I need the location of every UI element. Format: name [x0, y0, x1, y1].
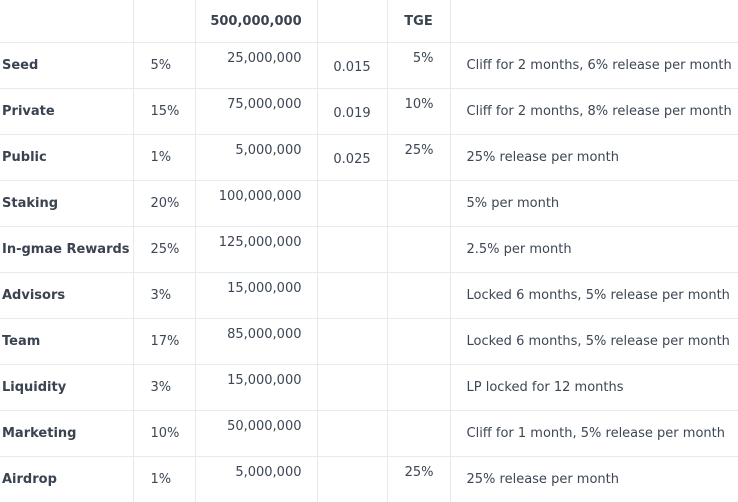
table-row: Staking 20% 100,000,000 5% per month: [0, 181, 738, 227]
table-row: Public 1% 5,000,000 0.025 25% 25% releas…: [0, 135, 738, 181]
allocation-name: Public: [0, 135, 133, 181]
token-price: 0.015: [317, 43, 387, 89]
table-row: Marketing 10% 50,000,000 Cliff for 1 mon…: [0, 411, 738, 457]
allocation-name: Liquidity: [0, 365, 133, 411]
tge-release: [387, 365, 450, 411]
header-vesting-cell: [450, 0, 738, 43]
tge-release: 5%: [387, 43, 450, 89]
token-price: 0.025: [317, 135, 387, 181]
vesting-schedule: Cliff for 1 month, 5% release per month: [450, 411, 738, 457]
vesting-schedule: 2.5% per month: [450, 227, 738, 273]
tge-release: 25%: [387, 135, 450, 181]
allocation-amount: 50,000,000: [195, 411, 317, 457]
token-price: [317, 319, 387, 365]
allocation-percent: 1%: [133, 135, 195, 181]
tge-release: 25%: [387, 457, 450, 502]
token-price: [317, 411, 387, 457]
token-price: [317, 181, 387, 227]
token-price: [317, 273, 387, 319]
table-row: Team 17% 85,000,000 Locked 6 months, 5% …: [0, 319, 738, 365]
vesting-schedule: LP locked for 12 months: [450, 365, 738, 411]
tge-release: [387, 411, 450, 457]
vesting-schedule: 25% release per month: [450, 135, 738, 181]
table-row: Private 15% 75,000,000 0.019 10% Cliff f…: [0, 89, 738, 135]
tge-release: [387, 227, 450, 273]
allocation-amount: 5,000,000: [195, 135, 317, 181]
table-row: Advisors 3% 15,000,000 Locked 6 months, …: [0, 273, 738, 319]
vesting-schedule: Locked 6 months, 5% release per month: [450, 319, 738, 365]
vesting-schedule: Locked 6 months, 5% release per month: [450, 273, 738, 319]
vesting-schedule: 25% release per month: [450, 457, 738, 502]
allocation-name: Team: [0, 319, 133, 365]
allocation-amount: 75,000,000: [195, 89, 317, 135]
tge-release: [387, 181, 450, 227]
allocation-amount: 5,000,000: [195, 457, 317, 502]
allocation-percent: 3%: [133, 273, 195, 319]
header-total-supply: 500,000,000: [195, 0, 317, 43]
header-name-cell: [0, 0, 133, 43]
allocation-percent: 25%: [133, 227, 195, 273]
table-row: Airdrop 1% 5,000,000 25% 25% release per…: [0, 457, 738, 502]
vesting-schedule: Cliff for 2 months, 6% release per month: [450, 43, 738, 89]
allocation-name: Airdrop: [0, 457, 133, 502]
allocation-name: Marketing: [0, 411, 133, 457]
tge-release: [387, 273, 450, 319]
tge-release: 10%: [387, 89, 450, 135]
allocation-percent: 17%: [133, 319, 195, 365]
table-row: Liquidity 3% 15,000,000 LP locked for 12…: [0, 365, 738, 411]
header-tge: TGE: [387, 0, 450, 43]
vesting-schedule: 5% per month: [450, 181, 738, 227]
token-price: [317, 227, 387, 273]
table-row: Seed 5% 25,000,000 0.015 5% Cliff for 2 …: [0, 43, 738, 89]
allocation-amount: 125,000,000: [195, 227, 317, 273]
table-header-row: 500,000,000 TGE: [0, 0, 738, 43]
allocation-amount: 15,000,000: [195, 365, 317, 411]
allocation-percent: 15%: [133, 89, 195, 135]
allocation-percent: 3%: [133, 365, 195, 411]
allocation-amount: 100,000,000: [195, 181, 317, 227]
table-row: In-gmae Rewards 25% 125,000,000 2.5% per…: [0, 227, 738, 273]
tge-release: [387, 319, 450, 365]
token-price: 0.019: [317, 89, 387, 135]
allocation-amount: 25,000,000: [195, 43, 317, 89]
allocation-name: Staking: [0, 181, 133, 227]
allocation-amount: 15,000,000: [195, 273, 317, 319]
allocation-name: Private: [0, 89, 133, 135]
token-price: [317, 365, 387, 411]
vesting-schedule: Cliff for 2 months, 8% release per month: [450, 89, 738, 135]
allocation-percent: 1%: [133, 457, 195, 502]
allocation-amount: 85,000,000: [195, 319, 317, 365]
allocation-name: In-gmae Rewards: [0, 227, 133, 273]
allocation-name: Seed: [0, 43, 133, 89]
allocation-percent: 5%: [133, 43, 195, 89]
allocation-name: Advisors: [0, 273, 133, 319]
allocation-percent: 20%: [133, 181, 195, 227]
token-price: [317, 457, 387, 502]
header-percent-cell: [133, 0, 195, 43]
header-price-cell: [317, 0, 387, 43]
allocation-percent: 10%: [133, 411, 195, 457]
